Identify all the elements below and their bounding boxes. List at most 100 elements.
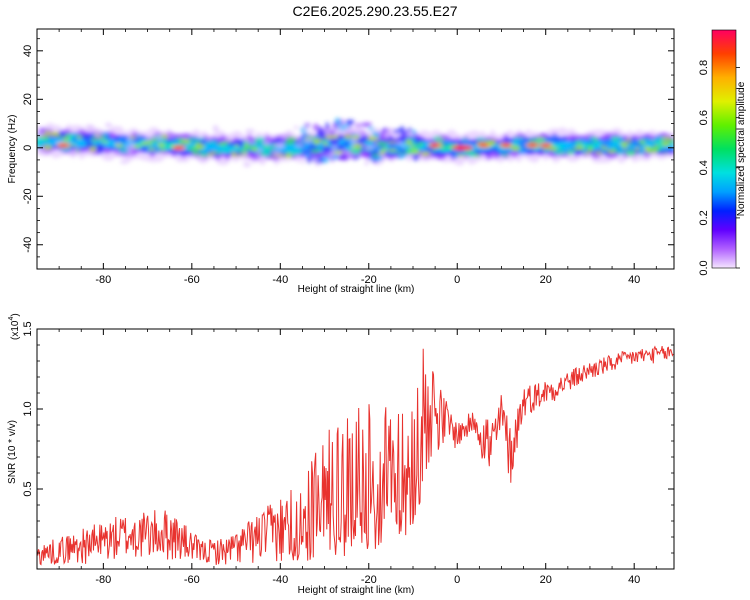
spectrogram-blob: [411, 129, 417, 135]
spectrogram-blob: [70, 133, 82, 136]
spectrogram-xtick-label: -60: [184, 274, 200, 286]
snr-ytick-label: 1.5: [22, 321, 34, 336]
spectrogram-blob: [114, 153, 125, 158]
spectrogram-blob: [293, 125, 299, 130]
spectrogram-blob: [159, 148, 168, 152]
snr-frame: [36, 328, 675, 570]
spectrogram-blob: [295, 143, 304, 148]
spectrogram-blob: [237, 141, 242, 146]
spectrogram-blob: [186, 153, 196, 156]
spectrogram-blob: [639, 140, 644, 145]
spectrogram-blob: [173, 138, 180, 145]
spectrogram-blob: [262, 140, 272, 147]
spectrogram-blob: [384, 130, 390, 138]
spectrogram-blob: [333, 139, 340, 142]
spectrogram-blob: [275, 138, 285, 142]
spectrogram-blob: [619, 149, 630, 152]
spectrogram-blob: [574, 140, 581, 146]
spectrogram-blob: [630, 142, 637, 145]
spectrogram-blob: [303, 136, 314, 144]
spectrogram-blob: [648, 146, 659, 151]
spectrogram-ytick-label: 40: [22, 45, 34, 57]
spectrogram-ytick-label: -40: [22, 237, 34, 253]
spectrogram-blob: [97, 148, 105, 154]
spectrogram-blob: [242, 145, 253, 150]
spectrogram-blob: [312, 123, 319, 132]
snr-xtick-label: 40: [628, 574, 640, 586]
spectrogram-blob: [85, 141, 95, 148]
spectrogram-blob: [257, 148, 263, 153]
spectrogram-blob: [191, 142, 197, 146]
spectrogram-blob: [364, 160, 369, 166]
snr-xtick-label: 0: [454, 574, 460, 586]
spectrogram-blob: [537, 137, 544, 142]
spectrogram-blob: [80, 133, 89, 140]
spectrogram-blob: [314, 161, 321, 167]
spectrogram-blob: [310, 148, 321, 154]
spectrogram-blob: [303, 123, 311, 127]
snr-multiplier-exp: 4: [8, 317, 15, 321]
spectrogram-blob: [59, 147, 70, 150]
spectrogram-blob: [396, 155, 407, 159]
spectrogram-blob: [88, 146, 97, 152]
spectrogram-blob: [346, 146, 352, 151]
spectrogram-blob: [257, 156, 264, 162]
spectrogram-blob: [330, 144, 339, 150]
spectrogram-blob: [450, 153, 460, 158]
spectrogram-blob: [457, 150, 463, 153]
spectrogram-blob: [626, 138, 632, 142]
spectrogram-blob: [606, 139, 611, 145]
spectrogram-blob: [657, 142, 663, 148]
spectrogram-blob: [320, 147, 329, 151]
spectrogram-blob: [187, 146, 199, 152]
spectrogram-blob: [337, 144, 344, 151]
spectrogram-blob: [145, 150, 156, 153]
spectrogram-blob: [88, 126, 98, 134]
snr-xtick-label: -60: [184, 574, 200, 586]
spectrogram-blob: [548, 135, 561, 139]
spectrogram-blob: [468, 152, 475, 158]
spectrogram-blob: [558, 151, 564, 154]
spectrogram-blob: [196, 156, 206, 162]
spectrogram-blob: [261, 145, 272, 149]
spectrogram-blob: [510, 145, 521, 151]
spectrogram-heat: [37, 117, 674, 168]
spectrogram-blob: [612, 138, 619, 141]
spectrogram-blob: [225, 137, 233, 142]
spectrogram-blob: [179, 158, 189, 163]
snr-xtick-label: -40: [272, 574, 288, 586]
spectrogram-hot-spot: [174, 146, 184, 150]
spectrogram-blob: [263, 148, 271, 152]
spectrogram-blob: [281, 132, 292, 137]
snr-multiplier-base: (x10: [10, 320, 21, 340]
spectrogram-blob: [405, 139, 412, 146]
spectrogram-blob: [291, 149, 304, 155]
spectrogram-blob: [645, 149, 651, 153]
spectrogram-blob: [43, 144, 53, 150]
spectrogram-blob: [126, 149, 133, 156]
spectrogram-blob: [628, 151, 634, 155]
colorbar-tick-label: 0.6: [698, 110, 710, 125]
spectrogram-xtick-label: -20: [361, 274, 377, 286]
spectrogram-blob: [215, 151, 222, 155]
spectrogram-blob: [154, 133, 164, 141]
spectrogram-blob: [212, 140, 218, 144]
spectrogram-blob: [441, 143, 448, 146]
spectrogram-hot-spot: [430, 143, 440, 147]
colorbar-tick-label: 0.8: [698, 60, 710, 75]
spectrogram-blob: [95, 143, 105, 148]
spectrogram-blob: [600, 149, 608, 154]
spectrogram-blob: [285, 153, 291, 159]
spectrogram-blob: [413, 151, 422, 154]
snr-xtick-label: 20: [540, 574, 552, 586]
spectrogram-blob: [392, 128, 403, 134]
colorbar-gradient: [711, 29, 737, 269]
spectrogram-blob: [283, 141, 295, 145]
spectrogram-blob: [568, 149, 575, 156]
colorbar: 0.0 0.2 0.4 0.6 0.8 Normalized spectral ampl…: [698, 29, 747, 276]
snr-ylabel: SNR (10 * v/v): [7, 420, 18, 484]
spectrogram-blob: [119, 159, 130, 164]
spectrogram-blob: [434, 138, 445, 141]
spectrogram-blob: [317, 136, 328, 140]
spectrogram-blob: [284, 149, 295, 155]
